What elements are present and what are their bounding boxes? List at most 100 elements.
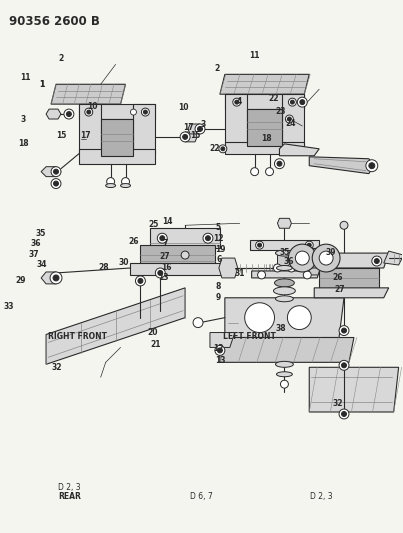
- Circle shape: [339, 326, 349, 335]
- Text: RIGHT FRONT: RIGHT FRONT: [48, 332, 107, 341]
- Text: 38: 38: [276, 325, 287, 334]
- Circle shape: [64, 109, 74, 119]
- Circle shape: [219, 145, 227, 153]
- Polygon shape: [314, 288, 389, 298]
- Polygon shape: [225, 94, 247, 146]
- Text: 12: 12: [214, 344, 224, 353]
- Circle shape: [307, 243, 311, 247]
- Text: 11: 11: [249, 51, 260, 60]
- Polygon shape: [319, 268, 379, 288]
- Polygon shape: [41, 272, 61, 284]
- Circle shape: [141, 108, 150, 116]
- Text: 11: 11: [20, 72, 30, 82]
- Circle shape: [107, 177, 114, 185]
- Text: 36: 36: [31, 239, 42, 248]
- Text: 14: 14: [162, 217, 172, 226]
- Circle shape: [339, 360, 349, 370]
- Text: 3: 3: [21, 115, 26, 124]
- Circle shape: [303, 271, 311, 279]
- Circle shape: [266, 168, 274, 176]
- Polygon shape: [251, 271, 319, 278]
- Circle shape: [280, 380, 289, 388]
- Ellipse shape: [274, 287, 295, 295]
- Text: 19: 19: [216, 245, 226, 254]
- Text: 37: 37: [29, 251, 39, 260]
- Circle shape: [287, 264, 295, 272]
- Circle shape: [195, 124, 205, 134]
- Text: LEFT FRONT: LEFT FRONT: [223, 332, 276, 341]
- Ellipse shape: [106, 183, 116, 188]
- Text: 1: 1: [39, 80, 45, 90]
- Polygon shape: [278, 219, 291, 228]
- Circle shape: [287, 117, 291, 121]
- Circle shape: [235, 100, 239, 104]
- Circle shape: [217, 348, 222, 353]
- Text: 13: 13: [158, 272, 169, 281]
- Text: 18: 18: [261, 134, 271, 143]
- Text: 22: 22: [269, 94, 279, 103]
- Text: 31: 31: [234, 269, 245, 278]
- Circle shape: [181, 251, 189, 259]
- Ellipse shape: [120, 183, 131, 188]
- Circle shape: [285, 115, 293, 123]
- Polygon shape: [220, 337, 354, 362]
- Text: 29: 29: [15, 276, 25, 285]
- Circle shape: [197, 126, 202, 132]
- Text: 10: 10: [87, 102, 98, 111]
- Text: 35: 35: [35, 229, 46, 238]
- Text: 2: 2: [58, 54, 63, 63]
- Text: 15: 15: [190, 131, 201, 140]
- Circle shape: [215, 345, 225, 356]
- Circle shape: [258, 243, 262, 247]
- Polygon shape: [314, 253, 389, 268]
- Text: 32: 32: [333, 399, 343, 408]
- Text: 12: 12: [213, 235, 223, 244]
- Circle shape: [300, 100, 305, 104]
- Circle shape: [245, 303, 274, 333]
- Circle shape: [341, 411, 347, 416]
- Polygon shape: [150, 228, 220, 248]
- Text: 17: 17: [81, 131, 91, 140]
- Circle shape: [157, 233, 167, 243]
- Circle shape: [138, 278, 143, 284]
- Text: 16: 16: [161, 263, 172, 272]
- Ellipse shape: [276, 296, 293, 302]
- Circle shape: [193, 318, 203, 328]
- Polygon shape: [131, 263, 225, 275]
- Text: 21: 21: [150, 341, 161, 349]
- Text: REAR: REAR: [58, 492, 81, 501]
- Circle shape: [158, 270, 163, 276]
- Circle shape: [339, 409, 349, 419]
- Circle shape: [251, 168, 259, 176]
- Polygon shape: [46, 109, 61, 119]
- Ellipse shape: [274, 279, 294, 287]
- Circle shape: [312, 244, 340, 272]
- Circle shape: [316, 256, 326, 266]
- Polygon shape: [247, 109, 283, 146]
- Text: 2: 2: [214, 63, 220, 72]
- Circle shape: [85, 108, 93, 116]
- Text: 13: 13: [216, 356, 226, 365]
- Polygon shape: [225, 94, 304, 109]
- Circle shape: [287, 306, 311, 329]
- Polygon shape: [219, 258, 238, 278]
- Circle shape: [341, 328, 347, 333]
- Polygon shape: [283, 94, 304, 146]
- Polygon shape: [304, 248, 324, 268]
- Circle shape: [295, 251, 309, 265]
- Polygon shape: [210, 333, 235, 348]
- Text: D 2, 3: D 2, 3: [310, 492, 333, 501]
- Polygon shape: [250, 240, 319, 250]
- Circle shape: [374, 259, 379, 263]
- Circle shape: [203, 233, 213, 243]
- Text: 23: 23: [276, 107, 286, 116]
- Circle shape: [183, 134, 187, 140]
- Text: 36: 36: [283, 257, 293, 266]
- Circle shape: [366, 160, 378, 172]
- Circle shape: [50, 272, 62, 284]
- Circle shape: [206, 236, 210, 241]
- Circle shape: [54, 169, 58, 174]
- Circle shape: [233, 98, 241, 106]
- Polygon shape: [46, 288, 185, 365]
- Text: 39: 39: [326, 248, 336, 257]
